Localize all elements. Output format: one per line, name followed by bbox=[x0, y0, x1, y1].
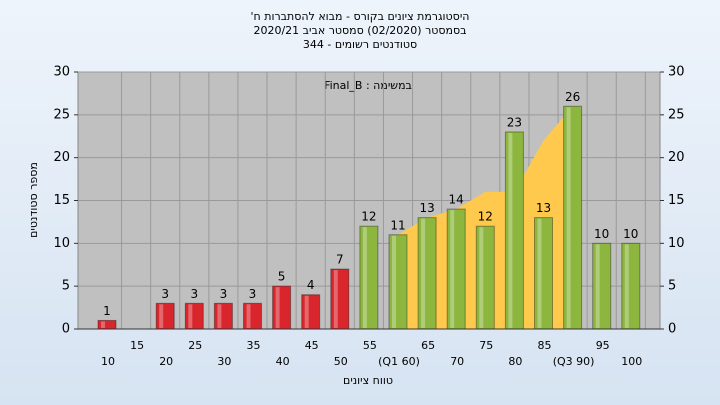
bar-highlight bbox=[508, 132, 513, 328]
value-label: 5 bbox=[278, 270, 286, 284]
bar-highlight bbox=[624, 244, 629, 328]
bar bbox=[272, 285, 292, 330]
y-tick-label: 20 bbox=[53, 150, 70, 165]
x-tick-label: 15 bbox=[130, 339, 144, 352]
x-tick-label: 10 bbox=[101, 355, 115, 368]
y2-tick-label: 10 bbox=[668, 236, 685, 251]
y-tick-label: 30 bbox=[53, 65, 70, 80]
bar-highlight bbox=[450, 210, 455, 328]
bar-highlight bbox=[217, 304, 222, 328]
bar bbox=[359, 225, 379, 330]
value-label: 3 bbox=[220, 287, 228, 301]
bar bbox=[475, 225, 495, 330]
bar bbox=[330, 268, 350, 330]
value-label: 3 bbox=[190, 287, 198, 301]
value-label: 11 bbox=[390, 218, 405, 232]
x-tick-label: 65 bbox=[421, 339, 435, 352]
bar-highlight bbox=[275, 287, 280, 328]
bar-highlight bbox=[537, 218, 542, 328]
x-tick-label: 40 bbox=[276, 355, 290, 368]
bar-highlight bbox=[566, 107, 571, 329]
x-tick-label: 50 bbox=[334, 355, 348, 368]
bar-highlight bbox=[479, 227, 484, 328]
annotation: במשימה : Final_B bbox=[324, 79, 412, 92]
bar bbox=[184, 302, 204, 330]
x-tick-label: 75 bbox=[479, 339, 493, 352]
chart-subtitle: סטודנטים רשומים - 344 bbox=[303, 38, 417, 51]
value-label: 3 bbox=[249, 287, 257, 301]
y-tick-label: 0 bbox=[62, 322, 70, 337]
value-label: 4 bbox=[307, 278, 315, 292]
y-axis-label: מספר סטודנטים bbox=[27, 162, 40, 238]
value-label: 12 bbox=[361, 210, 376, 224]
bar bbox=[504, 131, 524, 330]
x-axis-label: טווח ציונים bbox=[343, 374, 393, 387]
x-tick-label: (Q1 60) bbox=[378, 355, 420, 368]
y-tick-label: 5 bbox=[62, 279, 70, 294]
chart-subtitle: בסמסטר (02/2020) סמסטר אביב 2020/21 bbox=[253, 24, 466, 37]
bar-highlight bbox=[333, 270, 338, 328]
bar bbox=[563, 105, 583, 330]
value-label: 10 bbox=[594, 227, 609, 241]
bar-highlight bbox=[159, 304, 164, 328]
value-label: 1 bbox=[103, 304, 111, 318]
y2-tick-label: 5 bbox=[668, 279, 676, 294]
value-label: 14 bbox=[449, 193, 464, 207]
y2-tick-label: 30 bbox=[668, 65, 685, 80]
x-tick-label: 95 bbox=[596, 339, 610, 352]
area bbox=[398, 106, 573, 330]
bar-highlight bbox=[304, 295, 309, 328]
value-label: 10 bbox=[623, 227, 638, 241]
x-tick-label: 70 bbox=[450, 355, 464, 368]
value-label: 13 bbox=[419, 201, 434, 215]
value-label: 23 bbox=[507, 115, 522, 129]
x-tick-label: 45 bbox=[305, 339, 319, 352]
value-label: 3 bbox=[161, 287, 169, 301]
bar bbox=[446, 208, 466, 330]
bar bbox=[534, 217, 553, 330]
x-tick-label: 30 bbox=[217, 355, 231, 368]
bar-highlight bbox=[595, 244, 600, 328]
value-label: 12 bbox=[478, 210, 493, 224]
bar bbox=[621, 242, 641, 330]
y-tick-label: 10 bbox=[53, 236, 70, 251]
x-tick-label: 100 bbox=[621, 355, 642, 368]
x-tick-label: 25 bbox=[188, 339, 202, 352]
bar bbox=[97, 319, 117, 330]
x-tick-label: 55 bbox=[363, 339, 377, 352]
value-label: 26 bbox=[565, 90, 580, 104]
x-tick-label: 35 bbox=[247, 339, 261, 352]
y-tick-label: 15 bbox=[53, 193, 70, 208]
bar bbox=[213, 302, 233, 330]
bar bbox=[155, 302, 175, 330]
x-tick-label: 80 bbox=[508, 355, 522, 368]
chart-title: היסטוגרמת ציונים בקורס - מבוא להסתברות ח… bbox=[251, 10, 470, 23]
y2-tick-label: 20 bbox=[668, 150, 685, 165]
value-label: 13 bbox=[536, 201, 551, 215]
bar bbox=[417, 217, 437, 330]
bar-highlight bbox=[246, 304, 251, 328]
x-tick-label: (Q3 90) bbox=[553, 355, 595, 368]
y2-tick-label: 0 bbox=[668, 322, 676, 337]
y-tick-label: 25 bbox=[53, 107, 70, 122]
bar-highlight bbox=[362, 227, 367, 328]
bar bbox=[301, 294, 321, 330]
value-label: 7 bbox=[336, 253, 344, 267]
bar bbox=[592, 242, 612, 330]
bar-highlight bbox=[421, 218, 426, 328]
bar bbox=[243, 302, 262, 330]
bar-highlight bbox=[392, 235, 396, 328]
bar-highlight bbox=[188, 304, 193, 328]
bar bbox=[388, 234, 408, 330]
bar-highlight bbox=[101, 321, 105, 328]
y2-tick-label: 25 bbox=[668, 107, 685, 122]
y2-tick-label: 15 bbox=[668, 193, 685, 208]
x-tick-label: 85 bbox=[538, 339, 552, 352]
x-tick-label: 20 bbox=[159, 355, 173, 368]
